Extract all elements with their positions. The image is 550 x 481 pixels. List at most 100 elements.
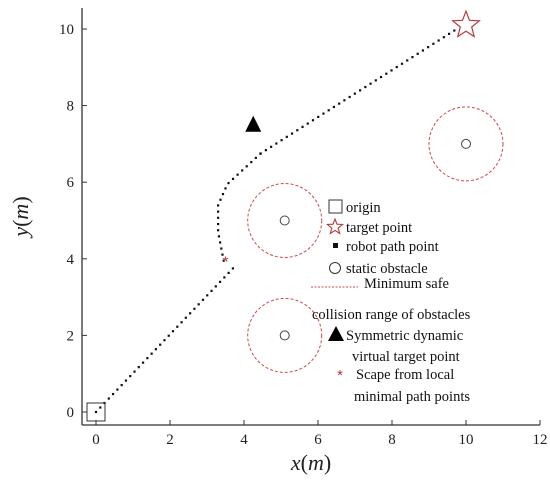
robot-path-point bbox=[220, 247, 223, 250]
legend-label-line-2: virtual target point bbox=[352, 349, 460, 365]
robot-path-point bbox=[189, 312, 192, 315]
target-star-icon bbox=[451, 9, 481, 38]
robot-path-point bbox=[222, 259, 225, 262]
safe-range-circle bbox=[247, 297, 323, 373]
robot-path-point bbox=[437, 39, 440, 42]
robot-path-point bbox=[231, 267, 235, 270]
legend-label: Scape from local bbox=[356, 367, 454, 383]
y-axis-label: y(m) bbox=[8, 196, 33, 238]
legend-label-line-2: collision range of obstacles bbox=[312, 307, 471, 323]
robot-path-point bbox=[359, 89, 362, 92]
robot-path-point bbox=[385, 72, 388, 75]
legend-label: Symmetric dynamic bbox=[346, 328, 463, 344]
y-tick-label: 6 bbox=[67, 175, 75, 191]
robot-path-point bbox=[416, 52, 419, 55]
robot-path bbox=[94, 29, 456, 414]
robot-path-point bbox=[197, 303, 200, 306]
robot-path-point bbox=[322, 112, 325, 115]
robot-path-point bbox=[390, 69, 393, 72]
robot-path-point bbox=[184, 316, 187, 319]
y-tick-label: 0 bbox=[67, 405, 75, 421]
x-tick-label: 4 bbox=[240, 432, 248, 448]
robot-path-point bbox=[150, 352, 153, 355]
robot-path-point bbox=[259, 152, 262, 155]
robot-path-point bbox=[180, 321, 183, 324]
legend-square-icon bbox=[328, 199, 343, 214]
robot-path-point bbox=[221, 253, 224, 256]
robot-path-point bbox=[133, 370, 136, 373]
robot-path-point bbox=[217, 222, 220, 226]
robot-path-point bbox=[224, 187, 227, 190]
robot-path-point bbox=[290, 132, 294, 135]
robot-path-point bbox=[432, 42, 435, 45]
robot-path-point bbox=[231, 177, 235, 180]
robot-path-point bbox=[159, 343, 162, 346]
robot-path-point bbox=[218, 280, 222, 283]
robot-path-point bbox=[94, 410, 98, 414]
legend-label: robot path point bbox=[346, 239, 439, 255]
robot-path-point bbox=[163, 339, 166, 342]
robot-path-point bbox=[217, 210, 220, 213]
robot-path-point bbox=[217, 204, 220, 207]
escape-point-asterisk: * bbox=[223, 254, 229, 271]
robot-path-point bbox=[214, 285, 217, 288]
tick-group: 0 2 4 6 8 10 12 0 2 4 6 8 10 bbox=[59, 22, 548, 448]
robot-path-point bbox=[201, 298, 205, 301]
robot-path-point bbox=[219, 241, 222, 244]
robot-path-point bbox=[369, 82, 372, 85]
robot-path-point bbox=[442, 36, 445, 39]
static-obstacle bbox=[279, 330, 290, 341]
robot-path-point bbox=[447, 32, 451, 35]
robot-path-point bbox=[241, 169, 244, 172]
robot-path-point bbox=[343, 99, 346, 102]
robot-path-point bbox=[227, 181, 230, 185]
robot-path-point bbox=[99, 406, 102, 409]
robot-path-point bbox=[285, 135, 288, 138]
legend-label: origin bbox=[346, 200, 381, 216]
x-tick-label: 2 bbox=[166, 432, 174, 448]
robot-path-point bbox=[296, 129, 299, 132]
robot-path-point bbox=[112, 392, 115, 396]
robot-path-point bbox=[379, 75, 383, 79]
x-tick-label: 6 bbox=[314, 432, 322, 448]
legend-label: Minimum safe bbox=[364, 276, 449, 292]
robot-path-point bbox=[137, 366, 140, 369]
robot-path-point bbox=[167, 334, 170, 337]
robot-path-point bbox=[332, 105, 336, 109]
robot-path-point bbox=[221, 192, 225, 196]
dynamic-target-triangle bbox=[245, 115, 262, 132]
robot-path-point bbox=[406, 59, 409, 62]
legend-label: static obstacle bbox=[346, 261, 428, 277]
robot-path-point bbox=[395, 65, 398, 69]
marker-group: * bbox=[86, 9, 481, 422]
robot-path-point bbox=[227, 271, 230, 274]
robot-path-point bbox=[193, 307, 196, 310]
legend-label-line-2: minimal path points bbox=[354, 389, 470, 405]
robot-path-point bbox=[217, 229, 220, 232]
axis-labels: x(m) y(m) bbox=[8, 196, 331, 475]
x-axis-label: x(m) bbox=[290, 450, 331, 475]
legend-asterisk-icon: * bbox=[337, 367, 343, 384]
robot-path-point bbox=[374, 79, 377, 82]
robot-path-point bbox=[107, 397, 110, 400]
legend: origin target point robot path point static… bbox=[311, 199, 471, 405]
robot-path-point bbox=[411, 56, 414, 59]
legend-star-icon bbox=[325, 217, 345, 235]
robot-path-point bbox=[154, 348, 157, 351]
axes bbox=[81, 8, 540, 426]
robot-path-point bbox=[353, 92, 356, 95]
robot-path-point bbox=[348, 95, 351, 99]
robot-path-point bbox=[176, 325, 179, 328]
static-obstacle bbox=[461, 138, 471, 149]
robot-path-point bbox=[264, 149, 267, 152]
y-tick-label: 2 bbox=[67, 328, 75, 344]
x-tick-label: 0 bbox=[92, 432, 100, 448]
robot-path-point bbox=[250, 160, 253, 164]
robot-path-point bbox=[338, 102, 341, 105]
robot-path-point bbox=[129, 375, 132, 378]
robot-path-point bbox=[245, 165, 248, 168]
robot-path-point bbox=[453, 29, 456, 32]
robot-path-point bbox=[219, 198, 222, 201]
safe-range-circle bbox=[428, 106, 504, 182]
